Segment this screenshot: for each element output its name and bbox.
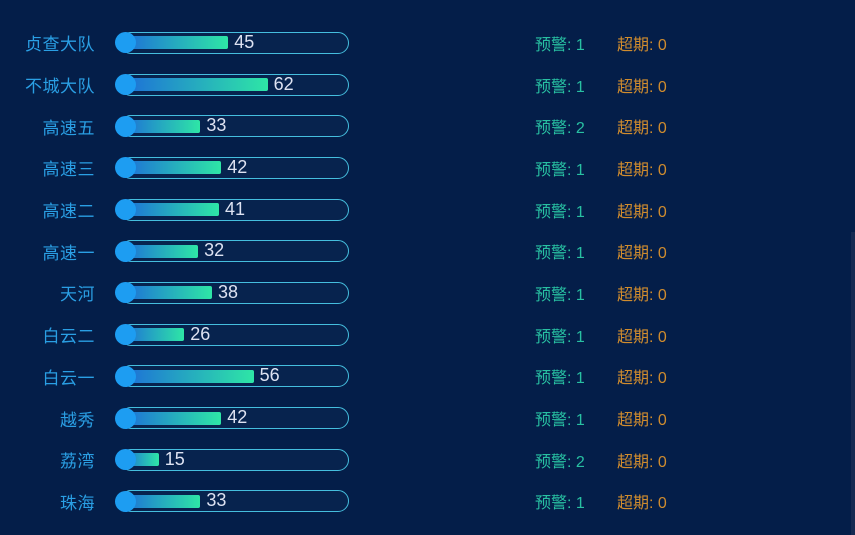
table-row: 高速五 33 预警: 2 超期: 0 — [0, 105, 855, 147]
progress-value: 15 — [164, 448, 185, 469]
category-label: 高速三 — [42, 160, 95, 180]
progress-cap-dot-icon — [115, 115, 136, 137]
overdue-count: 超期: 0 — [617, 495, 667, 513]
warning-count: 预警: 1 — [535, 245, 585, 263]
progress-value: 33 — [206, 115, 227, 136]
overdue-count: 超期: 0 — [617, 412, 667, 430]
progress-fill — [124, 328, 185, 342]
category-label: 白云一 — [42, 368, 95, 388]
chart-rows: 贞查大队 45 预警: 1 超期: 0 不城大队 62 预警: 1 超期: 0 … — [0, 22, 855, 523]
progress-fill — [124, 78, 268, 92]
overdue-count: 超期: 0 — [617, 78, 667, 96]
table-row: 珠海 33 预警: 1 超期: 0 — [0, 481, 855, 523]
warning-count: 预警: 1 — [535, 412, 585, 430]
scrollbar-track[interactable] — [851, 232, 855, 535]
category-label: 天河 — [60, 285, 95, 305]
progress-fill — [124, 161, 222, 175]
progress-bar: 15 — [115, 448, 349, 471]
category-label: 高速二 — [42, 202, 95, 222]
progress-cap-dot-icon — [115, 199, 136, 221]
progress-cap-dot-icon — [115, 324, 136, 346]
table-row: 高速一 32 预警: 1 超期: 0 — [0, 230, 855, 272]
progress-value: 38 — [218, 282, 239, 303]
category-label: 不城大队 — [25, 77, 95, 97]
progress-bar: 41 — [115, 198, 349, 221]
progress-fill — [124, 203, 219, 217]
category-label: 贞查大队 — [25, 35, 95, 55]
overdue-count: 超期: 0 — [617, 161, 667, 179]
overdue-count: 超期: 0 — [617, 245, 667, 263]
progress-value: 26 — [190, 323, 211, 344]
progress-bar: 33 — [115, 490, 349, 513]
progress-cap-dot-icon — [115, 490, 136, 512]
progress-bar: 62 — [115, 73, 349, 96]
progress-bar: 38 — [115, 281, 349, 304]
overdue-count: 超期: 0 — [617, 370, 667, 388]
progress-value: 33 — [206, 490, 227, 511]
progress-value: 41 — [224, 198, 245, 219]
progress-value: 45 — [234, 31, 255, 52]
progress-bar: 33 — [115, 115, 349, 138]
table-row: 高速三 42 预警: 1 超期: 0 — [0, 147, 855, 189]
table-row: 贞查大队 45 预警: 1 超期: 0 — [0, 22, 855, 64]
progress-bar: 32 — [115, 240, 349, 263]
warning-count: 预警: 2 — [535, 120, 585, 138]
progress-cap-dot-icon — [115, 407, 136, 429]
progress-cap-dot-icon — [115, 240, 136, 262]
progress-cap-dot-icon — [115, 74, 136, 96]
progress-value: 42 — [227, 156, 248, 177]
overdue-count: 超期: 0 — [617, 328, 667, 346]
warning-count: 预警: 1 — [535, 161, 585, 179]
progress-fill — [124, 36, 229, 50]
overdue-count: 超期: 0 — [617, 286, 667, 304]
category-label: 荔湾 — [60, 452, 95, 472]
category-label: 越秀 — [60, 410, 95, 430]
warning-count: 预警: 1 — [535, 286, 585, 304]
table-row: 不城大队 62 预警: 1 超期: 0 — [0, 64, 855, 106]
warning-count: 预警: 1 — [535, 370, 585, 388]
progress-cap-dot-icon — [115, 157, 136, 179]
progress-bar: 42 — [115, 156, 349, 179]
progress-fill — [124, 244, 199, 258]
table-row: 高速二 41 预警: 1 超期: 0 — [0, 189, 855, 231]
category-label: 高速一 — [42, 243, 95, 263]
progress-bar: 45 — [115, 31, 349, 54]
warning-count: 预警: 1 — [535, 328, 585, 346]
progress-fill — [124, 286, 212, 300]
category-label: 高速五 — [42, 118, 95, 138]
table-row: 白云二 26 预警: 1 超期: 0 — [0, 314, 855, 356]
table-row: 白云一 56 预警: 1 超期: 0 — [0, 356, 855, 398]
overdue-count: 超期: 0 — [617, 120, 667, 138]
progress-fill — [124, 119, 201, 133]
progress-value: 62 — [273, 73, 294, 94]
progress-fill — [124, 411, 222, 425]
progress-cap-dot-icon — [115, 449, 136, 471]
overdue-count: 超期: 0 — [617, 203, 667, 221]
progress-fill — [124, 494, 201, 508]
overdue-count: 超期: 0 — [617, 453, 667, 471]
category-label: 白云二 — [42, 327, 95, 347]
warning-count: 预警: 1 — [535, 78, 585, 96]
table-row: 荔湾 15 预警: 2 超期: 0 — [0, 439, 855, 481]
table-row: 天河 38 预警: 1 超期: 0 — [0, 272, 855, 314]
progress-cap-dot-icon — [115, 365, 136, 387]
progress-value: 42 — [227, 407, 248, 428]
progress-cap-dot-icon — [115, 282, 136, 304]
table-row: 越秀 42 预警: 1 超期: 0 — [0, 397, 855, 439]
progress-value: 56 — [259, 365, 280, 386]
category-label: 珠海 — [60, 493, 95, 513]
progress-fill — [124, 369, 254, 383]
overdue-count: 超期: 0 — [617, 36, 667, 54]
warning-count: 预警: 1 — [535, 36, 585, 54]
progress-bar: 56 — [115, 365, 349, 388]
progress-cap-dot-icon — [115, 32, 136, 54]
warning-count: 预警: 1 — [535, 495, 585, 513]
warning-count: 预警: 2 — [535, 453, 585, 471]
progress-bar: 26 — [115, 323, 349, 346]
progress-bar: 42 — [115, 407, 349, 430]
progress-value: 32 — [204, 240, 225, 261]
warning-count: 预警: 1 — [535, 203, 585, 221]
